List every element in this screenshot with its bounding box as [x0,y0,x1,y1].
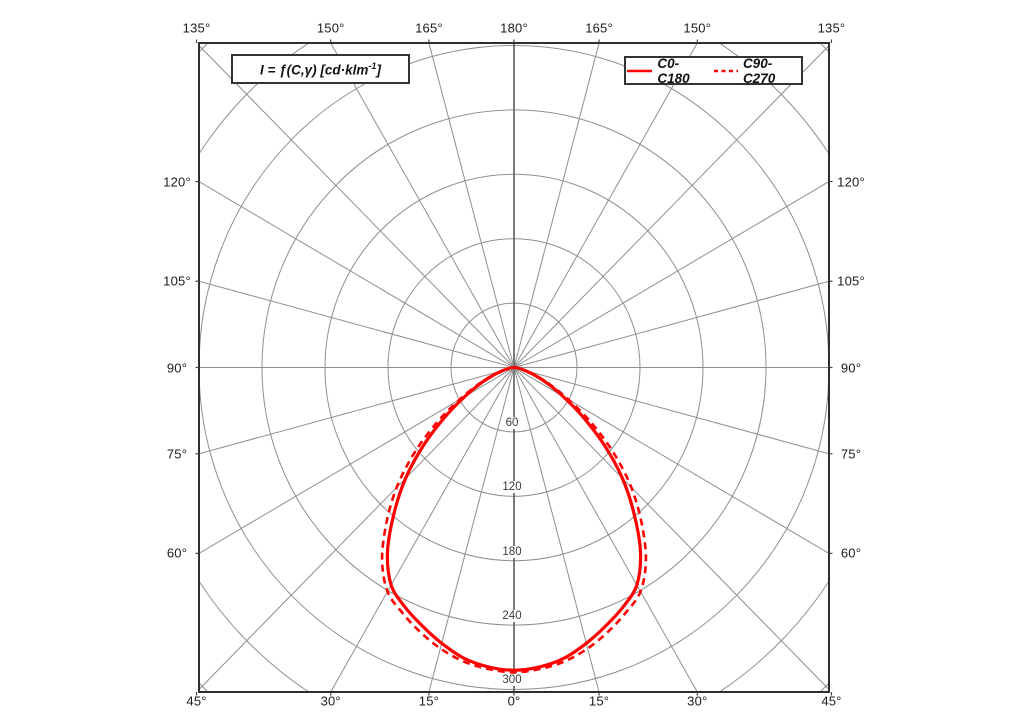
radial-gridline [330,43,515,368]
radial-gridline [330,367,515,692]
radial-gridline [199,367,515,554]
angle-label-left: 90° [166,360,188,375]
series-label-c90-c270: C90-C270 [742,55,776,86]
angle-label-left: 60° [166,545,188,561]
radial-scale-label: 60 [503,416,521,429]
radial-gridline [513,43,600,368]
angle-label-bottom: 0° [507,693,521,709]
polar-grid [199,43,829,692]
radial-gridline [513,367,698,692]
angle-label-bottom: 30° [687,693,708,709]
radial-gridline [513,367,829,691]
angle-label-top: 150° [683,20,712,36]
intensity-units-legend: I = ƒ(C,γ) [cd·klm-1] [231,54,410,84]
radial-gridline [513,181,829,368]
angle-label-right: 75° [840,446,862,462]
radial-gridline [513,43,698,368]
angle-label-bottom: 30° [320,693,341,709]
angle-label-right: 105° [837,273,865,289]
angle-label-bottom: 45° [186,693,207,709]
series-label-c0-c180: C0-C180 [657,55,690,86]
radial-gridline [513,367,600,692]
radial-gridline [513,367,829,554]
angle-label-top: 135° [817,20,846,36]
angle-label-left: 75° [166,446,188,462]
radial-scale-label: 300 [500,674,524,687]
curves-layer [380,365,648,674]
radial-scale-label: 180 [500,545,524,558]
radial-gridline [513,280,829,368]
series-legend: C0-C180 C90-C270 [624,55,803,86]
radial-gridline [199,367,515,455]
angle-label-top: 180° [500,20,528,36]
radial-scale-label: 240 [500,610,524,623]
angle-label-right: 60° [840,545,862,561]
radial-gridline [428,43,515,368]
angle-label-left: 105° [163,273,191,289]
radial-gridline [513,367,829,455]
angle-label-top: 135° [182,20,211,36]
radial-gridline [199,367,515,691]
radial-gridline [199,44,515,368]
dashed-line-swatch [714,69,738,72]
units-formula: I = ƒ(C,γ) [cd·klm-1] [260,60,381,78]
angle-label-bottom: 15° [588,693,610,709]
angle-label-top: 165° [585,20,613,36]
angle-label-right: 90° [840,360,862,375]
angle-label-top: 150° [316,20,345,36]
curve-c0-c180 [385,365,643,672]
angle-label-right: 120° [837,174,865,190]
angle-label-left: 120° [163,174,191,190]
angle-label-bottom: 45° [821,693,842,709]
radial-scale-label: 120 [500,481,524,494]
angle-label-bottom: 15° [418,693,440,709]
radial-gridline [428,367,515,692]
radial-gridline [199,280,515,368]
angle-label-top: 165° [415,20,443,36]
radial-gridline [199,181,515,368]
solid-line-swatch [627,69,653,72]
